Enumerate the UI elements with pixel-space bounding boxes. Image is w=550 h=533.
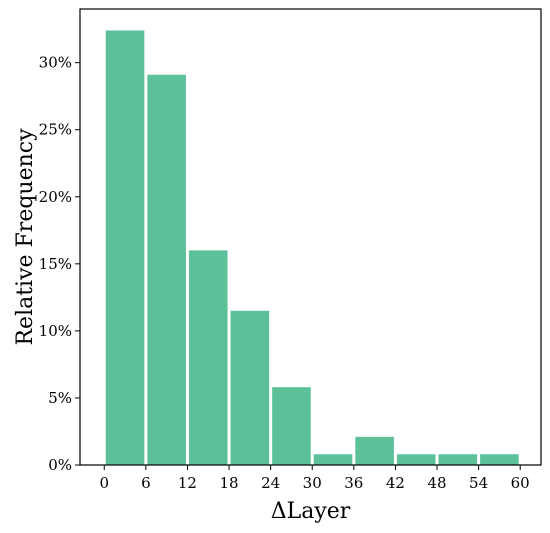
x-tick-label: 12 — [178, 474, 197, 492]
x-tick-label: 0 — [99, 474, 109, 492]
x-tick-label: 30 — [303, 474, 322, 492]
y-tick-label: 10% — [39, 322, 72, 340]
x-axis-ticks: 0 6 12 18 24 30 36 42 48 54 60 — [99, 465, 530, 492]
y-tick-label: 0% — [48, 456, 72, 474]
histogram-bar — [480, 454, 519, 465]
x-tick-label: 54 — [469, 474, 488, 492]
histogram-bar — [188, 250, 228, 465]
histogram-bar — [438, 454, 478, 465]
x-tick-label: 24 — [261, 474, 280, 492]
y-tick-label: 20% — [39, 188, 72, 206]
histogram-bar — [147, 74, 186, 465]
y-tick-label: 15% — [39, 255, 72, 273]
y-tick-label: 5% — [48, 389, 72, 407]
histogram-bar — [355, 436, 394, 465]
histogram-bar — [313, 454, 353, 465]
x-tick-label: 6 — [141, 474, 151, 492]
y-tick-label: 25% — [39, 121, 72, 139]
x-tick-label: 48 — [427, 474, 446, 492]
x-tick-label: 60 — [511, 474, 530, 492]
x-tick-label: 36 — [344, 474, 363, 492]
x-tick-label: 18 — [219, 474, 238, 492]
histogram-bar — [272, 387, 311, 465]
y-axis-label: Relative Frequency — [13, 128, 38, 346]
x-tick-label: 42 — [386, 474, 405, 492]
histogram-bar — [230, 310, 270, 465]
bars-layer — [105, 30, 519, 466]
plot-frame — [79, 8, 542, 466]
x-axis-label: ΔLayer — [271, 499, 351, 524]
y-tick-label: 30% — [39, 54, 72, 72]
histogram-bar — [105, 30, 145, 466]
histogram-bar — [396, 454, 436, 465]
y-axis-ticks: 0% 5% 10% 15% 20% 25% 30% — [39, 54, 80, 474]
